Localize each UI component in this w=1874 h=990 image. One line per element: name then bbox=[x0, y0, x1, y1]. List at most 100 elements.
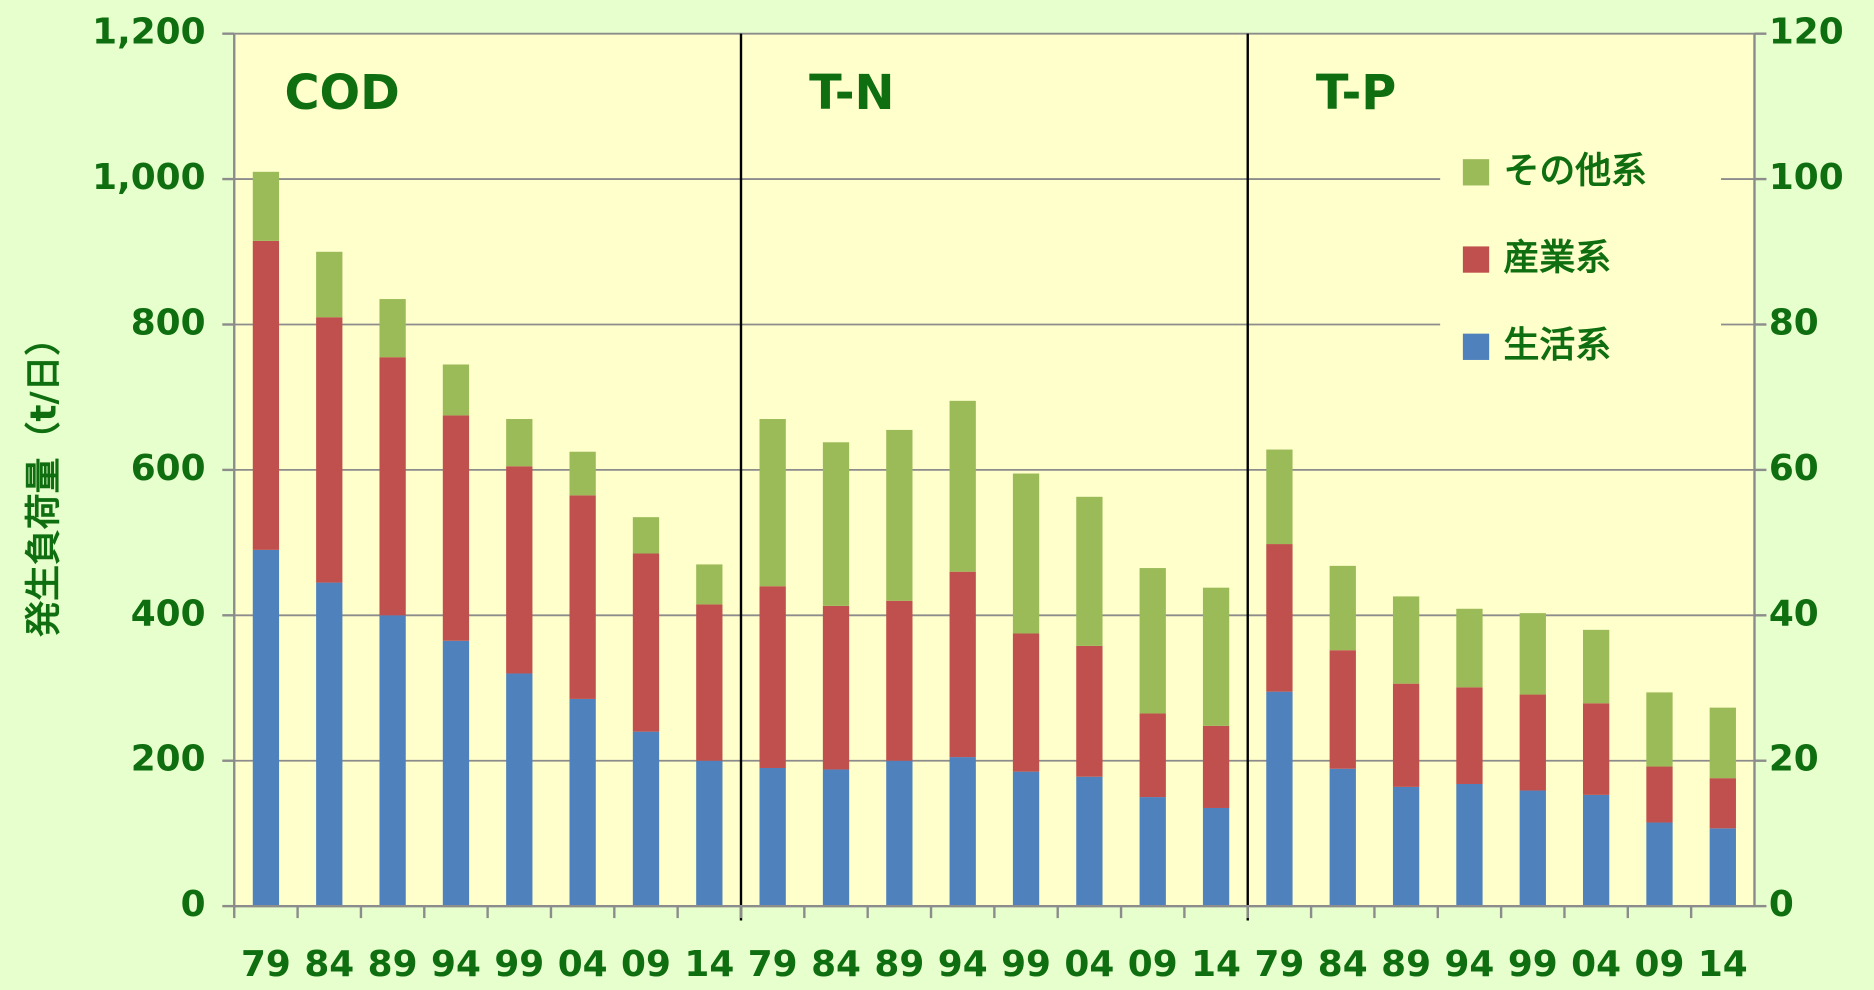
x-tick-label: 04 bbox=[558, 944, 608, 985]
bar-segment bbox=[442, 415, 470, 641]
bar-segment bbox=[252, 171, 280, 241]
bar-segment bbox=[632, 731, 660, 907]
bar-segment bbox=[1582, 629, 1610, 704]
bar-segment bbox=[1202, 725, 1230, 808]
bar-segment bbox=[696, 604, 723, 761]
x-tick-label: 79 bbox=[1254, 944, 1304, 985]
y2-tick-label: 40 bbox=[1769, 593, 1819, 634]
bar-segment bbox=[1456, 783, 1483, 907]
y-tick-label: 400 bbox=[131, 593, 206, 634]
bars bbox=[252, 171, 1736, 907]
bar-segment bbox=[1139, 568, 1166, 714]
x-tick-label: 89 bbox=[874, 944, 924, 985]
y2-tick-label: 0 bbox=[1769, 884, 1794, 925]
bar-segment bbox=[569, 451, 596, 496]
bar-segment bbox=[379, 615, 406, 907]
y2-tick-label: 80 bbox=[1769, 302, 1819, 343]
panel-title: T-N bbox=[809, 66, 894, 121]
bar-segment bbox=[822, 605, 850, 770]
bar-segment bbox=[949, 400, 976, 572]
bar-segment bbox=[1012, 473, 1040, 634]
y2-tick-label: 60 bbox=[1769, 448, 1819, 489]
panel-title: T-P bbox=[1316, 66, 1396, 121]
bar-segment bbox=[1139, 713, 1166, 798]
bar-segment bbox=[1329, 650, 1356, 769]
bar-segment bbox=[1519, 790, 1546, 907]
x-tick-label: 89 bbox=[1381, 944, 1431, 985]
x-tick-label: 79 bbox=[241, 944, 291, 985]
bar-segment bbox=[316, 251, 343, 318]
bar-segment bbox=[759, 419, 786, 587]
bar-segment bbox=[1709, 778, 1736, 829]
y2-tick-label: 100 bbox=[1769, 157, 1844, 198]
bar-segment bbox=[506, 466, 533, 674]
legend-swatch bbox=[1462, 159, 1490, 186]
bar-segment bbox=[1329, 565, 1356, 651]
bar-segment bbox=[316, 582, 343, 907]
bar-segment bbox=[1456, 608, 1483, 688]
y-tick-label: 200 bbox=[131, 739, 206, 780]
bar-segment bbox=[632, 517, 660, 554]
bar-segment bbox=[252, 240, 280, 550]
legend-label: 生活系 bbox=[1504, 325, 1612, 366]
bar-segment bbox=[886, 600, 913, 761]
x-tick-label: 14 bbox=[684, 944, 734, 985]
bar-segment bbox=[696, 564, 723, 605]
x-tick-label: 79 bbox=[748, 944, 798, 985]
bar-segment bbox=[569, 698, 596, 907]
x-tick-label: 04 bbox=[1571, 944, 1621, 985]
bar-segment bbox=[822, 442, 850, 606]
x-tick-label: 84 bbox=[811, 944, 861, 985]
x-tick-label: 14 bbox=[1698, 944, 1748, 985]
legend-label: その他系 bbox=[1504, 150, 1647, 191]
bar-segment bbox=[886, 429, 913, 601]
bar-segment bbox=[1646, 766, 1673, 823]
bar-segment bbox=[1582, 703, 1610, 795]
bar-segment bbox=[1329, 768, 1356, 907]
bar-segment bbox=[886, 760, 913, 907]
bar-segment bbox=[1582, 794, 1610, 907]
bar-segment bbox=[632, 553, 660, 732]
x-tick-label: 94 bbox=[938, 944, 988, 985]
bar-segment bbox=[506, 673, 533, 907]
bar-segment bbox=[1076, 776, 1103, 907]
bar-segment bbox=[1519, 613, 1546, 695]
bar-segment bbox=[379, 357, 406, 616]
y-axis-label: 発生負荷量（t/日） bbox=[23, 320, 64, 637]
bar-segment bbox=[1266, 449, 1293, 545]
bar-segment bbox=[1709, 707, 1736, 779]
bar-segment bbox=[1646, 692, 1673, 767]
bar-segment bbox=[1456, 687, 1483, 784]
bar-segment bbox=[1392, 683, 1420, 787]
x-tick-label: 09 bbox=[621, 944, 671, 985]
bar-segment bbox=[1709, 828, 1736, 907]
bar-segment bbox=[1139, 797, 1166, 907]
bar-segment bbox=[1392, 596, 1420, 684]
legend-swatch bbox=[1462, 246, 1490, 273]
bar-segment bbox=[316, 317, 343, 583]
panel-title: COD bbox=[284, 66, 399, 121]
bar-segment bbox=[822, 769, 850, 907]
x-tick-label: 84 bbox=[1318, 944, 1368, 985]
y2-tick-label: 20 bbox=[1769, 739, 1819, 780]
bar-segment bbox=[379, 299, 406, 358]
bar-segment bbox=[1266, 544, 1293, 692]
y-tick-label: 1,200 bbox=[92, 12, 205, 53]
bar-segment bbox=[949, 757, 976, 907]
x-tick-label: 94 bbox=[431, 944, 481, 985]
y-tick-label: 600 bbox=[131, 448, 206, 489]
legend-label: 産業系 bbox=[1504, 238, 1612, 279]
x-tick-label: 99 bbox=[494, 944, 544, 985]
x-tick-label: 99 bbox=[1508, 944, 1558, 985]
bar-segment bbox=[696, 760, 723, 907]
legend-swatch bbox=[1462, 333, 1490, 360]
bar-segment bbox=[949, 571, 976, 758]
x-tick-label: 89 bbox=[368, 944, 418, 985]
x-tick-label: 14 bbox=[1191, 944, 1241, 985]
bar-segment bbox=[252, 549, 280, 907]
bar-segment bbox=[759, 586, 786, 768]
bar-segment bbox=[506, 419, 533, 467]
bar-segment bbox=[569, 495, 596, 699]
bar-segment bbox=[1076, 496, 1103, 646]
